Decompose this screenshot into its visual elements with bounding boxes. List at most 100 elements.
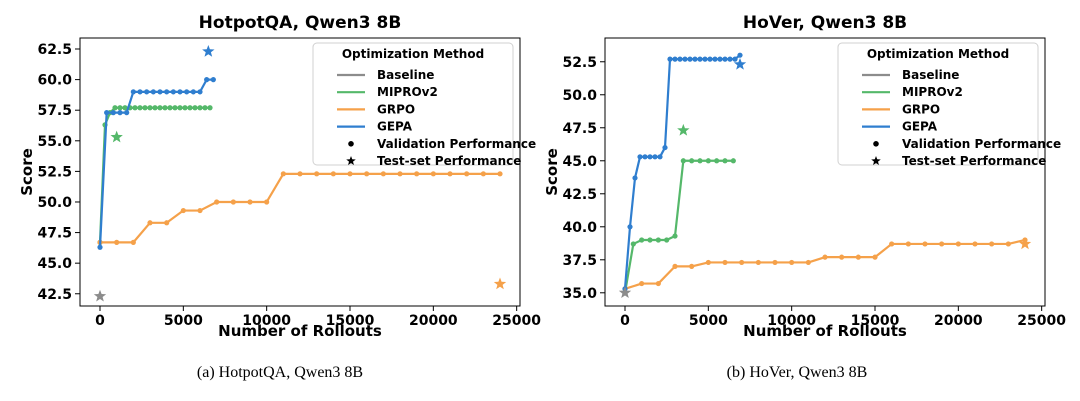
legend-box [837, 42, 1039, 166]
validation-point-gepa [667, 56, 673, 62]
validation-point-grpo [1005, 241, 1011, 247]
validation-point-grpo [839, 254, 845, 260]
validation-point-grpo [955, 241, 961, 247]
x-tick-label: 5000 [164, 313, 203, 329]
validation-point-gepa [117, 110, 123, 116]
validation-point-grpo [989, 241, 995, 247]
validation-point-grpo [430, 171, 436, 177]
legend-star-marker [346, 156, 356, 166]
validation-point-grpo [497, 171, 503, 177]
validation-point-miprov2 [202, 105, 208, 111]
validation-point-grpo [314, 171, 320, 177]
validation-point-grpo [464, 171, 470, 177]
x-tick-label: 25000 [1017, 313, 1066, 329]
validation-point-miprov2 [697, 158, 703, 164]
y-tick-label: 45.0 [37, 256, 72, 272]
test-point-gepa [733, 57, 747, 70]
validation-point-gepa [692, 56, 698, 62]
y-tick-label: 57.5 [37, 103, 72, 119]
validation-point-grpo [805, 259, 811, 266]
validation-point-miprov2 [132, 105, 138, 111]
y-tick-label: 62.5 [37, 42, 72, 58]
validation-point-miprov2 [162, 105, 168, 111]
y-tick-label: 45.0 [562, 154, 597, 170]
validation-point-grpo [972, 241, 978, 247]
legend-dot-marker [873, 141, 879, 147]
validation-point-grpo [905, 241, 911, 247]
validation-point-grpo [872, 254, 878, 260]
validation-point-gepa [137, 89, 143, 95]
validation-point-gepa [177, 89, 183, 95]
validation-point-miprov2 [680, 158, 686, 164]
validation-point-grpo [722, 259, 728, 266]
validation-point-grpo [705, 259, 711, 266]
validation-point-gepa [722, 56, 728, 62]
validation-point-gepa [97, 244, 103, 250]
legend-entry-label: Baseline [377, 68, 434, 82]
legend-entry-label: Baseline [902, 68, 959, 82]
plot-area-frame [604, 37, 1046, 307]
legend-entry-label: MIPROv2 [902, 85, 963, 99]
figure-caption: (a) HotpotQA, Qwen3 8B [197, 364, 363, 381]
test-point-grpo [493, 277, 507, 290]
validation-point-grpo [655, 280, 661, 287]
validation-point-grpo [789, 259, 795, 266]
validation-point-grpo [772, 259, 778, 266]
validation-point-gepa [210, 77, 216, 83]
validation-point-gepa [170, 89, 176, 95]
test-point-gepa [202, 44, 215, 57]
validation-point-gepa [104, 110, 110, 116]
x-tick-label: 10000 [242, 313, 291, 329]
validation-point-gepa [652, 154, 658, 160]
validation-point-miprov2 [147, 105, 153, 111]
validation-point-gepa [682, 56, 688, 62]
validation-point-grpo [114, 239, 120, 245]
validation-point-grpo [689, 263, 695, 269]
legend-star-marker [871, 156, 881, 166]
test-point-miprov2 [110, 130, 123, 143]
x-tick-label: 15000 [851, 313, 900, 329]
validation-point-miprov2 [655, 237, 661, 243]
validation-point-grpo [672, 263, 678, 269]
validation-point-gepa [657, 154, 663, 160]
validation-point-miprov2 [207, 105, 213, 111]
x-tick-label: 0 [95, 313, 105, 329]
validation-point-gepa [672, 56, 678, 62]
y-tick-label: 52.5 [37, 164, 72, 180]
validation-point-miprov2 [197, 105, 203, 111]
validation-point-miprov2 [187, 105, 193, 111]
legend-entry-label: GEPA [902, 120, 938, 134]
validation-point-grpo [264, 199, 270, 205]
y-tick-label: 47.5 [37, 226, 72, 242]
validation-point-gepa [184, 89, 190, 95]
validation-point-gepa [144, 89, 150, 95]
validation-point-gepa [702, 56, 708, 62]
series-line-miprov2 [623, 159, 734, 293]
series-line-grpo [624, 238, 1026, 290]
validation-point-grpo [364, 171, 370, 177]
validation-point-grpo [214, 199, 220, 205]
series-line-grpo [100, 172, 500, 244]
validation-point-grpo [297, 171, 303, 177]
x-axis-label: Number of Rollouts [218, 322, 382, 340]
test-point-miprov2 [677, 123, 690, 136]
validation-point-grpo [397, 171, 403, 177]
x-tick-label: 25000 [492, 313, 541, 329]
validation-point-miprov2 [639, 237, 645, 243]
validation-point-grpo [280, 171, 286, 177]
validation-point-gepa [737, 52, 743, 58]
legend-dot-marker [348, 141, 354, 147]
validation-point-grpo [197, 207, 203, 214]
figure-caption: (b) HoVer, Qwen3 8B [727, 364, 868, 381]
x-tick-label: 10000 [767, 313, 816, 329]
validation-point-miprov2 [689, 158, 695, 164]
validation-point-grpo [247, 199, 253, 205]
legend: Optimization Method Baseline MIPROv2 GRPO GE… [312, 42, 536, 168]
legend-title: Optimization Method [867, 47, 1009, 61]
x-axis-label: Number of Rollouts [743, 322, 907, 340]
test-point-baseline [93, 289, 107, 302]
validation-point-miprov2 [664, 237, 670, 243]
validation-point-miprov2 [714, 158, 720, 164]
validation-point-miprov2 [630, 241, 636, 247]
validation-point-grpo [230, 199, 236, 205]
